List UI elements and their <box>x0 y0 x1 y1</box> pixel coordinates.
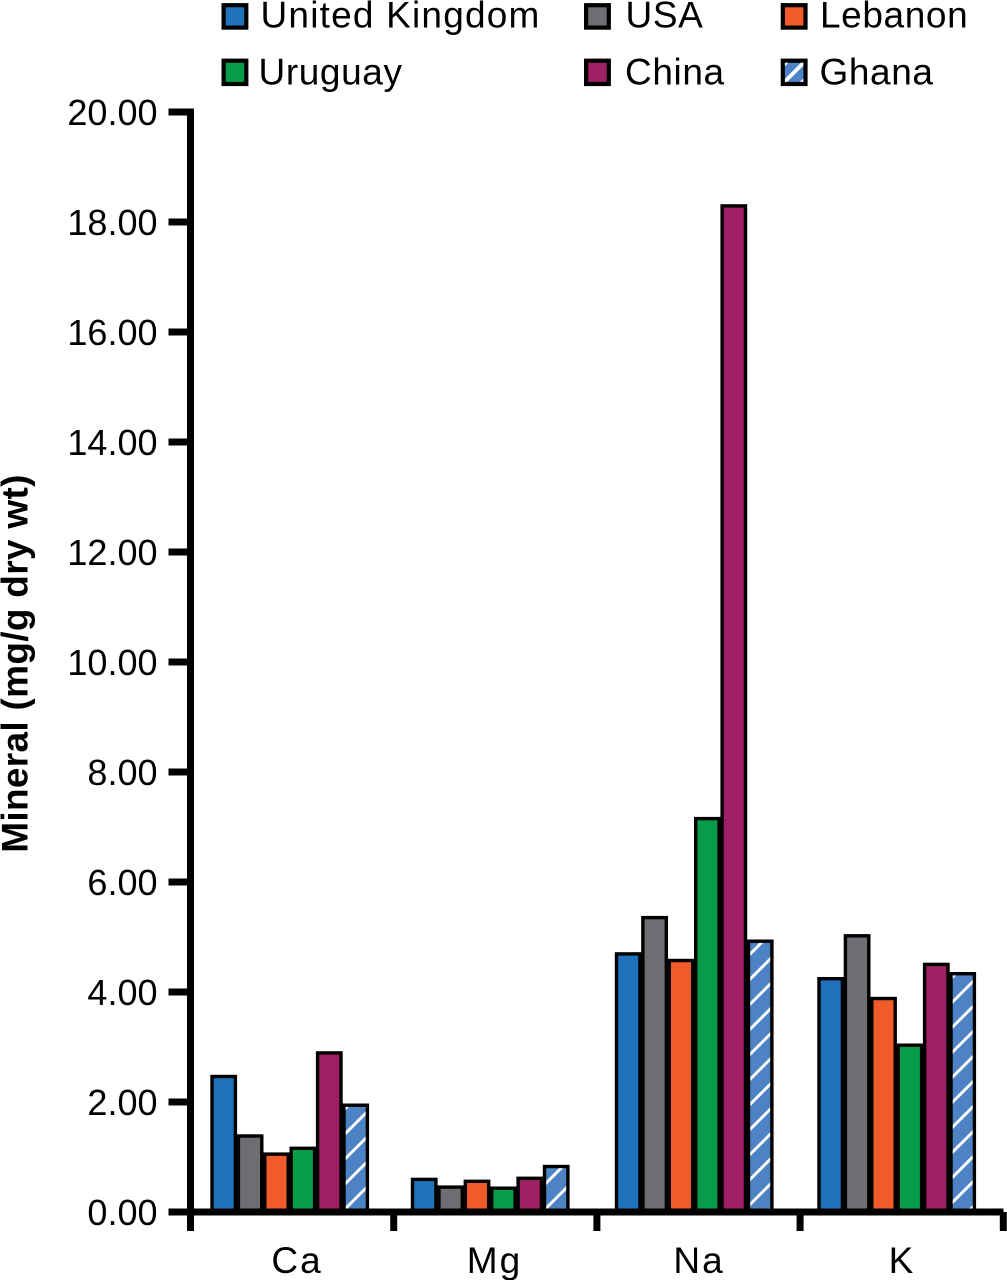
svg-text:K: K <box>889 1240 916 1280</box>
svg-text:China: China <box>625 51 725 92</box>
svg-text:Ghana: Ghana <box>820 51 934 92</box>
svg-text:0.00: 0.00 <box>87 1192 157 1233</box>
svg-text:Mg: Mg <box>467 1240 522 1280</box>
svg-text:14.00: 14.00 <box>67 422 157 463</box>
svg-text:Na: Na <box>673 1240 724 1280</box>
svg-text:10.00: 10.00 <box>67 642 157 683</box>
svg-text:United Kingdom: United Kingdom <box>261 0 541 36</box>
svg-text:2.00: 2.00 <box>87 1082 157 1123</box>
svg-text:18.00: 18.00 <box>67 202 157 243</box>
svg-text:USA: USA <box>626 0 704 36</box>
svg-text:6.00: 6.00 <box>87 862 157 903</box>
svg-text:Uruguay: Uruguay <box>259 51 403 92</box>
svg-text:Ca: Ca <box>271 1240 322 1280</box>
svg-text:Mineral (mg/g dry wt): Mineral (mg/g dry wt) <box>0 474 36 852</box>
svg-text:8.00: 8.00 <box>87 752 157 793</box>
svg-text:20.00: 20.00 <box>67 92 157 133</box>
svg-text:16.00: 16.00 <box>67 312 157 353</box>
svg-text:Lebanon: Lebanon <box>820 0 968 36</box>
svg-text:4.00: 4.00 <box>87 972 157 1013</box>
svg-text:12.00: 12.00 <box>67 532 157 573</box>
